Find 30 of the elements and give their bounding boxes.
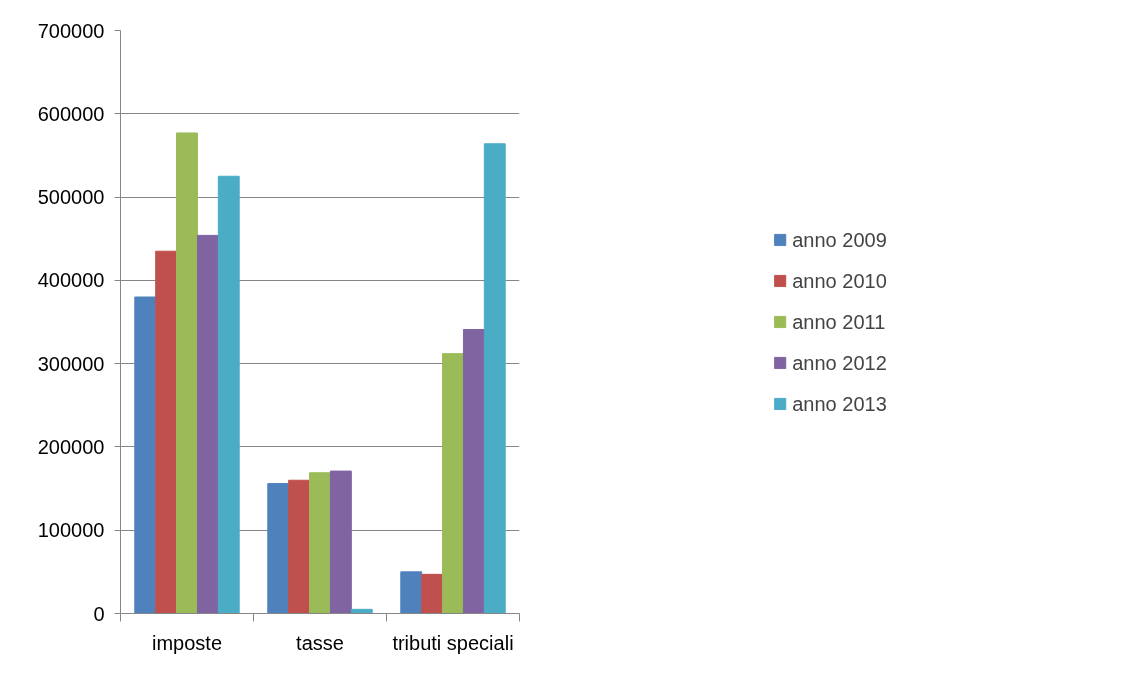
bar [196, 234, 219, 614]
y-tick-label: 0 [93, 602, 105, 625]
bar [400, 571, 423, 614]
bar [288, 479, 311, 614]
bar [462, 329, 485, 614]
bar [483, 143, 506, 614]
x-tick-label: tasse [296, 631, 344, 654]
bar [309, 472, 331, 614]
legend-label: anno 2011 [792, 310, 886, 333]
legend-label: anno 2013 [792, 392, 887, 415]
y-tick-label: 700000 [37, 19, 105, 42]
bar [217, 175, 240, 614]
bar [155, 250, 178, 614]
bar [442, 353, 464, 614]
bar [267, 483, 290, 614]
y-tick-label: 300000 [37, 352, 105, 375]
legend-label: anno 2010 [792, 269, 887, 292]
x-tick-label: tributi speciali [392, 631, 514, 654]
bar [421, 573, 444, 614]
bar [176, 132, 198, 614]
y-tick-label: 200000 [37, 435, 105, 458]
y-tick-label: 100000 [37, 519, 105, 542]
y-tick-label: 600000 [37, 102, 105, 125]
legend-label: anno 2012 [792, 351, 887, 374]
y-tick-label: 400000 [37, 269, 105, 292]
legend-label: anno 2009 [792, 228, 887, 251]
bar [329, 470, 352, 614]
x-tick-label: imposte [151, 631, 223, 654]
bar [134, 296, 157, 614]
y-tick-label: 500000 [37, 186, 105, 209]
